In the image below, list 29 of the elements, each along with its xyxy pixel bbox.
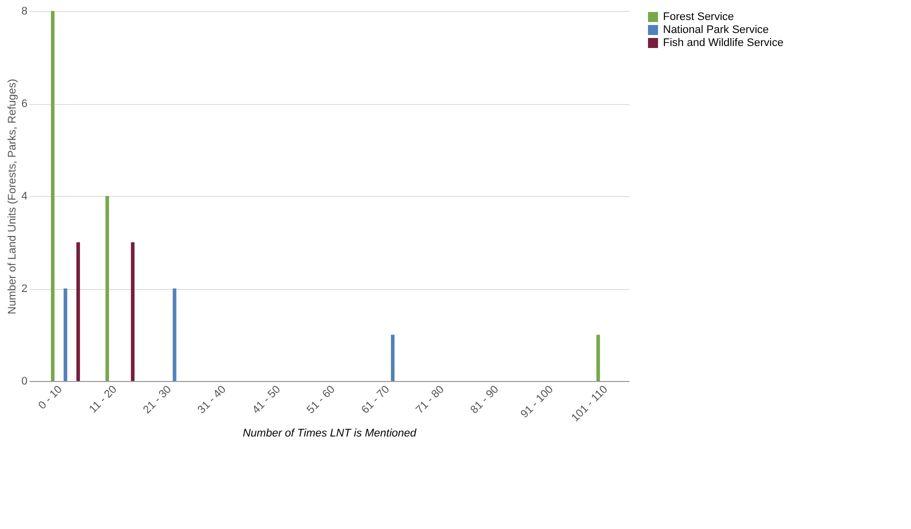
x-tick-label: 31 - 40: [196, 384, 228, 416]
y-tick-label: 4: [21, 190, 28, 202]
legend-label: Forest Service: [663, 11, 734, 23]
y-tick-label: 0: [21, 376, 28, 388]
x-tick-label: 101 - 110: [569, 384, 610, 424]
x-axis-title: Number of Times LNT is Mentioned: [242, 428, 418, 440]
bar: [172, 288, 176, 381]
y-axis-title: Number of Land Units (Forests, Parks, Refuges): [6, 78, 18, 314]
x-tick-label: 71 - 80: [414, 384, 447, 416]
bar: [390, 334, 394, 381]
x-tick-label: 0 - 10: [36, 384, 65, 412]
bar: [64, 288, 68, 381]
y-tick-label: 6: [21, 98, 28, 110]
x-tick-label: 61 - 70: [359, 384, 392, 416]
legend-label: Fish and Wildlife Service: [663, 37, 784, 49]
bar: [50, 11, 54, 381]
x-tick-label: 11 - 20: [87, 384, 120, 416]
x-tick-label: 41 - 50: [250, 384, 283, 416]
bar: [105, 196, 110, 381]
y-tick-label: 8: [21, 6, 28, 18]
bar: [130, 242, 134, 381]
y-tick-label: 2: [21, 283, 28, 295]
x-tick-label: 81 - 90: [468, 384, 502, 416]
x-tick-label: 51 - 60: [304, 384, 338, 416]
bar: [76, 242, 80, 381]
x-tick-label: 91 - 100: [518, 384, 556, 421]
legend-label: National Park Service: [663, 24, 769, 36]
bar: [596, 334, 600, 381]
x-tick-label: 21 - 30: [141, 384, 174, 416]
